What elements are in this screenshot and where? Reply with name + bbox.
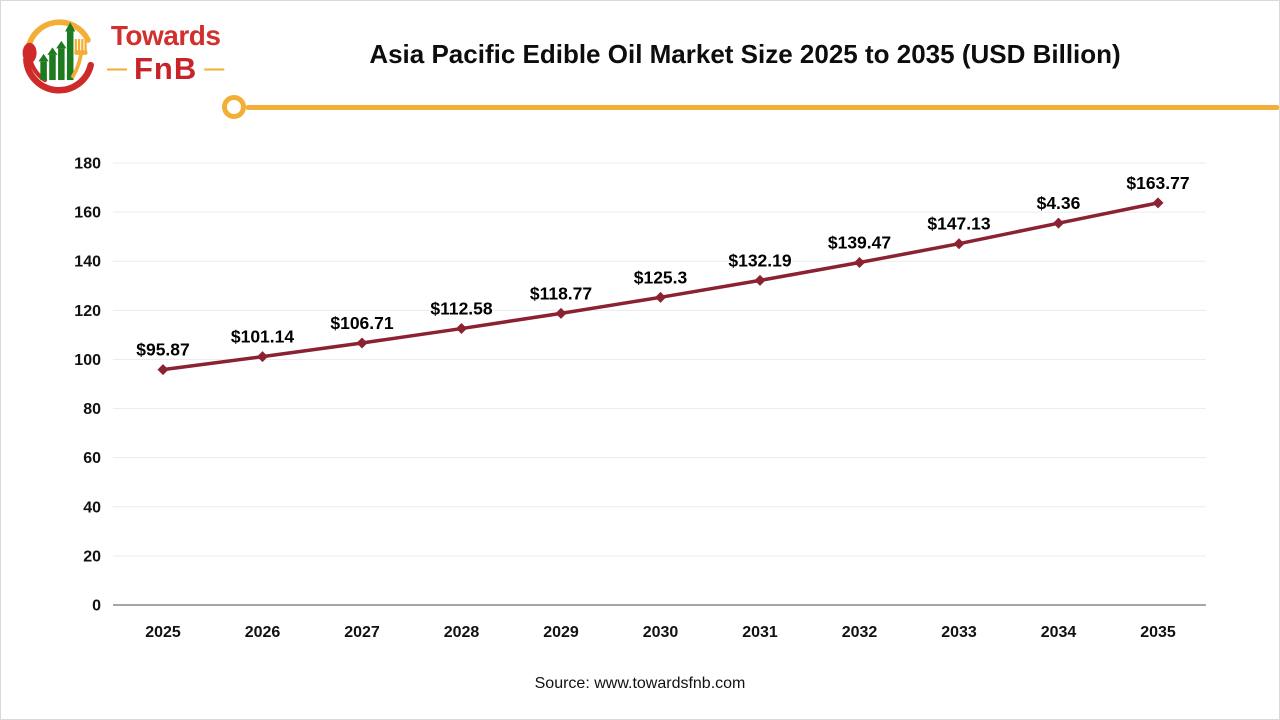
y-tick-label: 80 — [83, 401, 101, 418]
logo-towards-text: Towards — [110, 20, 221, 51]
data-point-marker — [157, 364, 169, 376]
x-tick-label: 2030 — [643, 624, 679, 641]
divider-endpoint-icon — [222, 95, 246, 119]
data-point-label: $125.3 — [634, 267, 688, 287]
towardsfnb-logo: Towards — FnB — — [17, 11, 224, 95]
data-point-marker — [356, 337, 368, 349]
data-point-marker — [1152, 197, 1164, 209]
data-point-marker — [456, 323, 467, 335]
y-tick-label: 40 — [83, 499, 101, 516]
data-point-label: $101.14 — [231, 327, 295, 347]
data-point-marker — [754, 274, 766, 286]
y-tick-label: 180 — [74, 156, 101, 173]
data-point-label: $118.77 — [530, 283, 592, 303]
data-point-label: $147.13 — [927, 214, 991, 234]
y-tick-label: 100 — [74, 352, 101, 369]
logo-arc-red — [23, 56, 94, 94]
logo-fnb-text: FnB — [134, 51, 198, 86]
x-tick-label: 2027 — [344, 624, 380, 641]
x-tick-label: 2026 — [245, 624, 281, 641]
data-point-label: $132.19 — [728, 250, 792, 270]
x-tick-label: 2028 — [444, 624, 480, 641]
y-tick-label: 20 — [83, 548, 101, 565]
x-tick-label: 2031 — [742, 624, 778, 641]
data-point-label: $139.47 — [828, 233, 891, 253]
y-tick-label: 0 — [92, 598, 101, 615]
data-point-label: $106.71 — [330, 313, 394, 333]
growth-bars-icon — [38, 22, 76, 81]
data-point-label: $95.87 — [136, 340, 190, 360]
data-point-label: $163.77 — [1126, 173, 1189, 193]
fork-icon — [71, 39, 88, 79]
data-point-marker — [555, 307, 567, 319]
data-point-marker — [257, 351, 268, 363]
data-point-marker — [953, 238, 965, 250]
accent-divider — [246, 105, 1279, 110]
data-point-marker — [655, 291, 666, 303]
data-point-label: $112.58 — [430, 299, 493, 319]
x-tick-label: 2034 — [1041, 624, 1077, 641]
logo-dash-left: — — [107, 57, 127, 80]
y-tick-label: 60 — [83, 450, 101, 467]
y-tick-label: 120 — [74, 303, 101, 320]
data-point-label: $4.36 — [1037, 193, 1081, 213]
y-tick-label: 140 — [74, 254, 101, 271]
x-tick-label: 2032 — [842, 624, 878, 641]
data-point-marker — [1053, 217, 1064, 229]
logo-dash-right: — — [204, 57, 225, 80]
source-text: Source: www.towardsfnb.com — [534, 675, 746, 692]
y-tick-label: 160 — [74, 205, 101, 222]
x-tick-label: 2035 — [1140, 624, 1176, 641]
x-tick-label: 2025 — [145, 624, 181, 641]
logo-arc-gold — [25, 19, 91, 52]
x-tick-label: 2029 — [543, 624, 579, 641]
logo-wordmark: Towards — FnB — — [107, 20, 225, 86]
x-tick-label: 2033 — [941, 624, 977, 641]
spoon-icon — [22, 42, 37, 64]
chart-title: Asia Pacific Edible Oil Market Size 2025… — [369, 39, 1121, 69]
data-point-marker — [854, 257, 865, 269]
logo-emblem-icon — [22, 19, 94, 94]
